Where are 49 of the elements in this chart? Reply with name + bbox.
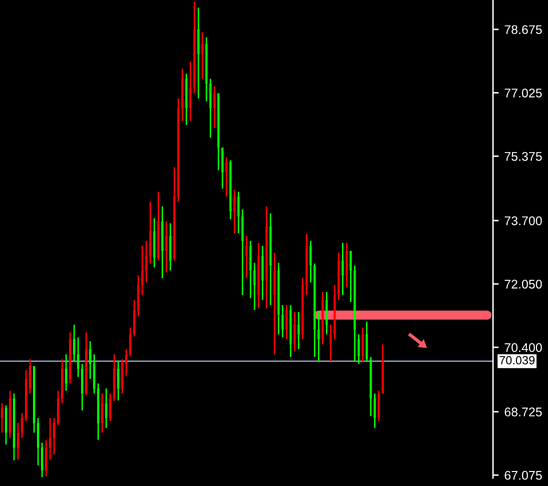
candlestick bbox=[350, 250, 352, 303]
candlestick bbox=[362, 327, 364, 363]
y-tick-label: 72.050 bbox=[504, 280, 542, 289]
candlestick bbox=[298, 311, 300, 350]
candlestick bbox=[342, 242, 344, 296]
candlestick bbox=[245, 235, 248, 279]
candlestick bbox=[253, 262, 256, 311]
candlestick bbox=[125, 348, 128, 376]
candlestick bbox=[330, 324, 332, 362]
candlestick bbox=[129, 327, 132, 357]
candlestick bbox=[281, 304, 284, 338]
candlestick bbox=[73, 324, 76, 362]
candlestick bbox=[318, 311, 320, 362]
candlestick bbox=[233, 189, 236, 234]
candlestick bbox=[40, 442, 44, 478]
y-tick-label: 75.375 bbox=[504, 152, 542, 161]
candlestick bbox=[310, 240, 312, 284]
candlestick bbox=[44, 439, 48, 477]
candlestick bbox=[89, 340, 92, 380]
candlestick bbox=[16, 422, 20, 460]
candlestick bbox=[53, 417, 56, 456]
candlestick bbox=[213, 86, 216, 129]
candlestick bbox=[105, 388, 108, 429]
ref-line-label: 70.039 bbox=[500, 356, 535, 364]
candlestick bbox=[189, 61, 192, 122]
candlestick bbox=[285, 304, 288, 340]
candlestick bbox=[358, 334, 360, 365]
candlestick bbox=[145, 240, 148, 284]
candlestick bbox=[293, 311, 296, 352]
y-tick-label: 73.700 bbox=[504, 216, 542, 226]
candlestick bbox=[225, 156, 228, 198]
candlestick bbox=[0, 402, 4, 434]
candlestick bbox=[117, 360, 120, 402]
candlestick bbox=[374, 392, 376, 429]
y-tick-label: 67.075 bbox=[504, 470, 542, 480]
y-tick-label: 68.725 bbox=[504, 408, 542, 416]
candlestick bbox=[201, 32, 204, 80]
candlestick bbox=[165, 220, 168, 274]
candlestick bbox=[141, 245, 144, 296]
y-tick-label: 70.400 bbox=[504, 343, 542, 352]
candlestick bbox=[28, 358, 32, 394]
candlestick bbox=[237, 191, 240, 234]
candlestick bbox=[20, 412, 24, 439]
y-tick-label: 77.025 bbox=[504, 88, 542, 98]
candlestick bbox=[109, 392, 112, 422]
candlestick bbox=[101, 392, 104, 434]
candlestick bbox=[65, 354, 68, 392]
y-tick-label: 78.675 bbox=[504, 25, 542, 34]
candlestick bbox=[77, 336, 80, 378]
